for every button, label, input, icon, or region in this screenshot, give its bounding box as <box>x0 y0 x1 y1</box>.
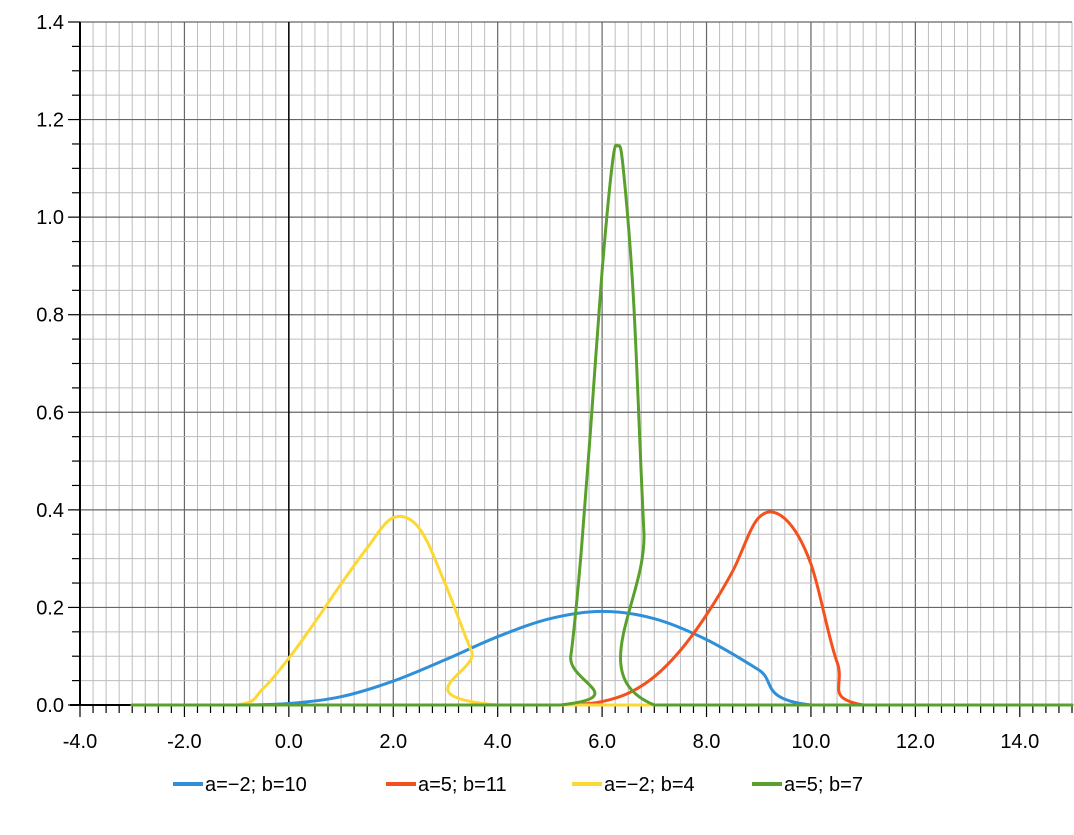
y-tick-label: 1.0 <box>36 207 64 229</box>
x-tick-label: 10.0 <box>791 731 830 753</box>
legend-label: a=5; b=11 <box>418 774 507 796</box>
x-tick-label: -4.0 <box>63 731 97 753</box>
x-tick-label: 6.0 <box>588 731 616 753</box>
x-tick-label: 14.0 <box>1000 731 1039 753</box>
y-tick-label: 0.8 <box>36 305 64 327</box>
legend-item-1: a=5; b=11 <box>386 774 507 796</box>
x-tick-label: 12.0 <box>896 731 935 753</box>
x-tick-label: 8.0 <box>693 731 721 753</box>
chart-legend: a=−2; b=10 a=5; b=11 a=−2; b=4 a=5; b=7 <box>173 774 863 796</box>
legend-item-3: a=5; b=7 <box>752 774 863 796</box>
x-tick-label: 4.0 <box>484 731 512 753</box>
y-tick-label: 1.2 <box>36 110 64 132</box>
legend-label: a=−2; b=4 <box>604 774 695 796</box>
y-tick-label: 1.4 <box>36 12 64 34</box>
x-tick-label: -2.0 <box>167 731 201 753</box>
y-tick-label: 0.2 <box>36 597 64 619</box>
series-line-3 <box>130 143 1074 707</box>
chart-ticks: -4.0 -2.0 0.0 2.0 4.0 6.0 8.0 10.0 12.0 14.0 0.0 0.… <box>36 12 1039 753</box>
y-tick-label: 0.6 <box>36 402 64 424</box>
legend-label: a=5; b=7 <box>784 774 863 796</box>
chart-grid <box>79 21 1073 706</box>
legend-item-0: a=−2; b=10 <box>173 774 307 796</box>
chart-series <box>130 143 1074 707</box>
chart-axes <box>68 21 1073 717</box>
y-tick-label: 0.0 <box>36 695 64 717</box>
y-tick-label: 0.4 <box>36 500 64 522</box>
legend-label: a=−2; b=10 <box>205 774 307 796</box>
x-tick-label: 0.0 <box>275 731 303 753</box>
legend-item-2: a=−2; b=4 <box>572 774 695 796</box>
x-tick-label: 2.0 <box>379 731 407 753</box>
